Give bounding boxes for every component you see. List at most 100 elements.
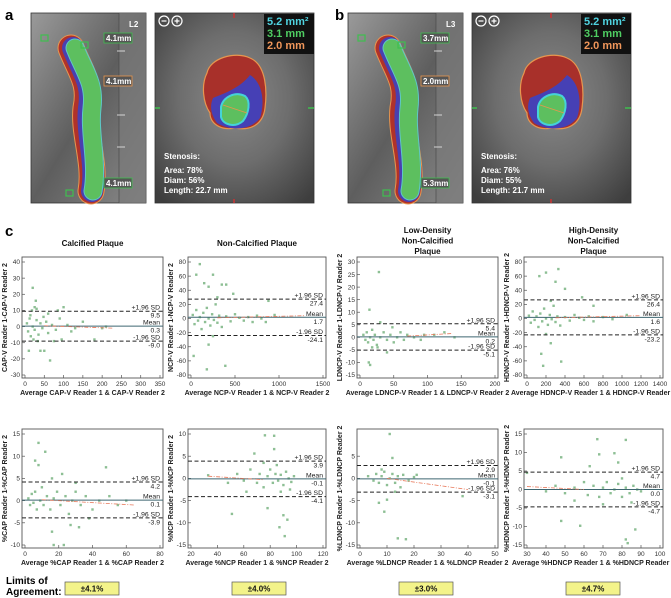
x-tick-label: 150 xyxy=(456,381,467,388)
upper-limit-label: +1.96 SD xyxy=(294,455,323,462)
data-point xyxy=(32,338,35,341)
marker-box xyxy=(397,41,406,49)
data-point xyxy=(546,323,550,327)
data-point xyxy=(538,274,541,278)
upper-limit-value: 9.5 xyxy=(151,313,161,320)
y-tick-label: -10 xyxy=(11,340,21,347)
data-point xyxy=(249,468,252,471)
data-point xyxy=(559,324,562,327)
data-point xyxy=(214,303,217,306)
data-point xyxy=(43,349,46,352)
data-point xyxy=(39,322,42,325)
data-point xyxy=(207,343,210,346)
data-point xyxy=(45,494,49,498)
marker-box xyxy=(382,189,391,197)
limits-box xyxy=(231,581,287,596)
data-point xyxy=(216,321,219,324)
data-point xyxy=(27,497,30,500)
data-point xyxy=(195,308,198,312)
y-tick-label: -40 xyxy=(177,344,187,351)
data-point xyxy=(573,499,576,502)
data-point xyxy=(50,477,54,480)
data-point xyxy=(370,346,374,349)
legend-box xyxy=(581,14,631,54)
data-point xyxy=(245,490,248,493)
x-tick-label: 90 xyxy=(637,551,645,558)
y-tick-label: 25 xyxy=(348,272,356,279)
data-point xyxy=(37,441,40,445)
y-tick-label: 0 xyxy=(16,324,20,331)
x-tick-label: 60 xyxy=(240,551,248,558)
plot-frame xyxy=(187,428,327,549)
y-tick-label: -15 xyxy=(346,542,356,549)
data-point xyxy=(537,325,540,329)
y-tick-label: 5 xyxy=(518,468,522,475)
column-title: Low-Density xyxy=(404,226,452,235)
y-tick-label: -80 xyxy=(177,372,187,379)
data-point xyxy=(539,312,542,315)
y-axis-label: %LDNCP Reader 1-%LDNCP Reader 2 xyxy=(337,426,344,552)
data-point xyxy=(266,506,269,510)
y-axis-label: %HDNCP Reader 1-%HDNCP Reader 2 xyxy=(504,425,511,552)
data-point xyxy=(382,331,385,334)
x-tick-label: 0 xyxy=(358,551,362,558)
y-axis-label: %NCP Reader 1-%NCP Reader 2 xyxy=(168,435,175,542)
data-point xyxy=(375,472,378,476)
data-point xyxy=(264,320,267,324)
data-point xyxy=(32,501,35,505)
x-tick-label: 0 xyxy=(189,381,193,388)
y-tick-label: -20 xyxy=(513,330,523,337)
data-point xyxy=(46,312,50,315)
measurement-box xyxy=(103,177,133,189)
column-title: Non-Calcified xyxy=(402,237,454,246)
y-tick-label: 80 xyxy=(515,259,523,266)
data-point xyxy=(60,472,64,476)
x-tick-label: 250 xyxy=(116,381,127,388)
data-point xyxy=(30,309,34,312)
marker-box xyxy=(65,189,74,197)
data-point xyxy=(52,543,55,547)
plot-frame xyxy=(356,256,499,379)
data-point xyxy=(45,320,48,323)
y-tick-label: 15 xyxy=(13,431,21,438)
regression-line xyxy=(217,315,306,319)
data-point xyxy=(624,538,627,541)
data-point xyxy=(203,281,206,285)
x-tick-label: 50 xyxy=(561,551,569,558)
legend-entry: 2.0 mm xyxy=(267,40,305,52)
level-label: L3 xyxy=(446,20,456,29)
data-point xyxy=(40,486,44,489)
y-tick-label: 15 xyxy=(515,431,523,438)
data-point xyxy=(84,494,87,498)
y-tick-label: -5 xyxy=(180,498,186,505)
y-tick-label: 10 xyxy=(179,431,187,438)
panel-label-c: c xyxy=(5,223,13,240)
data-point xyxy=(592,304,595,307)
data-point xyxy=(193,322,196,326)
y-tick-label: -5 xyxy=(349,498,355,505)
mean-value: 1.6 xyxy=(651,319,661,326)
y-tick-label: -40 xyxy=(513,344,523,351)
data-point xyxy=(365,331,368,334)
data-point xyxy=(525,471,529,475)
x-tick-label: 80 xyxy=(156,551,164,558)
y-tick-label: 20 xyxy=(13,291,21,298)
data-point xyxy=(233,313,237,316)
data-point xyxy=(556,315,559,318)
data-point xyxy=(279,473,282,477)
x-tick-label: 20 xyxy=(55,551,63,558)
x-tick-label: 0 xyxy=(358,381,362,388)
limits-title-line2: Agreement: xyxy=(6,587,62,598)
y-axis-label: LDNCP-V Reader 1-LDNCP-V Reader 2 xyxy=(337,254,344,382)
data-point xyxy=(377,270,381,274)
data-point xyxy=(376,346,379,349)
mean-value: 0.3 xyxy=(151,328,161,335)
measurement-box xyxy=(420,177,450,189)
y-tick-label: 10 xyxy=(348,309,356,316)
legend-entry: 3.1 mm xyxy=(267,28,305,40)
y-tick-label: 20 xyxy=(515,302,523,309)
bland-altman-plot: -10 -5 0 5 10 15 0 20 40 60 80 Average %CAP Reader … xyxy=(2,428,164,567)
regression-line xyxy=(386,478,469,490)
x-tick-label: 40 xyxy=(214,551,222,558)
